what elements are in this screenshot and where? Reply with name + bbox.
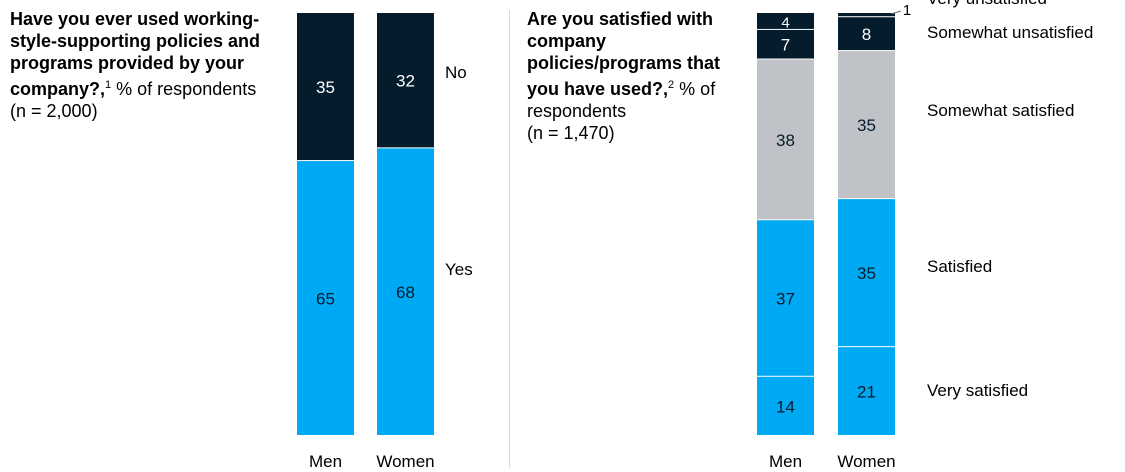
chart2-value-women-somewhat-satisfied: 35 [857, 116, 876, 135]
chart2-value-women-somewhat-unsatisfied: 8 [862, 25, 871, 44]
chart2-value-men-somewhat-unsatisfied: 7 [781, 36, 790, 55]
chart2-value-men-somewhat-satisfied: 38 [776, 131, 795, 150]
chart2-series-label-somewhat-satisfied: Somewhat satisfied [927, 101, 1074, 120]
chart2-bar-women-satisfied [838, 199, 895, 347]
chart2-footnote: 2 [668, 79, 675, 91]
chart1-n: (n = 2,000) [10, 101, 98, 121]
chart2-series-label-very-unsatisfied: Very unsatisfied [927, 0, 1047, 8]
chart2-bar-women-very-satisfied [838, 347, 895, 435]
chart2-question-text: Are you satisfied with company policies/… [527, 9, 721, 99]
chart2-question: Are you satisfied with company policies/… [527, 8, 727, 144]
chart2-bar-women-somewhat-unsatisfied [838, 17, 895, 51]
chart1-series-label-yes: Yes [445, 260, 473, 279]
chart2-unit: % of respondents [527, 79, 716, 121]
chart1-footnote: 1 [105, 79, 112, 91]
chart2-category-label-women: Women [837, 452, 895, 471]
chart2-bar-women-very-unsatisfied [838, 13, 895, 17]
chart1-bar-women-no [377, 13, 434, 148]
chart2-value-women-satisfied: 35 [857, 264, 876, 283]
chart1-value-women-no: 32 [396, 72, 415, 91]
chart1-bar-women-yes [377, 148, 434, 436]
chart2-series-label-somewhat-unsatisfied: Somewhat unsatisfied [927, 23, 1093, 42]
chart1-value-women-yes: 68 [396, 283, 415, 302]
chart2-bar-men-very-satisfied [757, 376, 814, 435]
chart2-bar-men-satisfied [757, 220, 814, 376]
chart2-value-men-satisfied: 37 [776, 290, 795, 309]
chart2-bar-men-very-unsatisfied [757, 13, 814, 29]
chart2-n: (n = 1,470) [527, 123, 615, 143]
chart1-question: Have you ever used working-style-support… [10, 8, 285, 122]
chart1-bar-men-no [297, 13, 354, 161]
chart2-bar-men-somewhat-satisfied [757, 59, 814, 220]
chart1-unit: % of respondents [111, 79, 257, 99]
chart1-category-label-women: Women [376, 452, 434, 471]
chart1-series-label-no: No [445, 63, 467, 82]
chart1-question-text: Have you ever used working-style-support… [10, 9, 261, 99]
chart2-category-label-men: Men [769, 452, 802, 471]
chart1-category-label-men: Men [309, 452, 342, 471]
chart2-series-label-very-satisfied: Very satisfied [927, 381, 1028, 400]
chart2-value-women-very-satisfied: 21 [857, 383, 876, 402]
chart1-bar-men-yes [297, 161, 354, 436]
chart-divider [509, 10, 510, 468]
chart2-value-women-very-unsatisfied: 1 [903, 2, 911, 19]
chart2-value-men-very-unsatisfied: 4 [781, 14, 789, 31]
chart2-bar-women-somewhat-satisfied [838, 51, 895, 199]
chart2-value-men-very-satisfied: 14 [776, 397, 795, 416]
chart2-leader-line [890, 10, 902, 15]
chart1-value-men-no: 35 [316, 78, 335, 97]
chart1-value-men-yes: 65 [316, 290, 335, 309]
chart2-series-label-satisfied: Satisfied [927, 257, 992, 276]
chart2-bar-men-somewhat-unsatisfied [757, 29, 814, 59]
